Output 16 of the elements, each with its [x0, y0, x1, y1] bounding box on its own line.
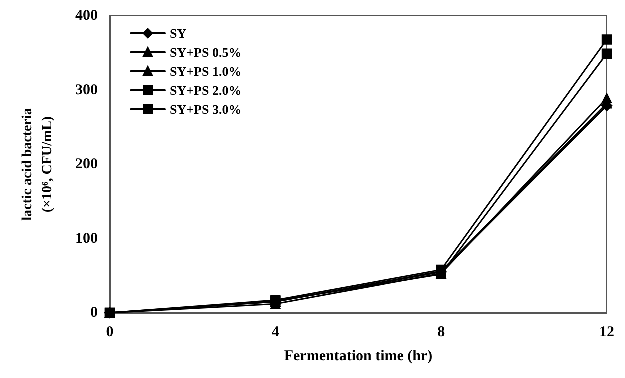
- y-axis-title: lactic acid bacteria (×10⁶, CFU/mL): [20, 108, 56, 221]
- legend-label: SY: [170, 26, 188, 41]
- y-tick-label: 100: [76, 230, 98, 247]
- x-tick-label: 8: [438, 324, 446, 340]
- x-tick-label: 12: [600, 324, 614, 340]
- legend-label: SY+PS 2.0%: [170, 83, 242, 98]
- y-tick-label: 200: [76, 156, 98, 172]
- legend-label: SY+PS 1.0%: [170, 64, 242, 79]
- legend-label: SY+PS 0.5%: [170, 45, 242, 60]
- y-tick-label: 400: [76, 8, 98, 24]
- x-tick-label: 0: [106, 324, 114, 340]
- x-axis-title: Fermentation time (hr): [284, 348, 433, 364]
- y-tick-label: 300: [76, 82, 98, 98]
- x-tick-label: 4: [272, 324, 280, 340]
- y-tick-label: 0: [90, 305, 98, 321]
- legend-label: SY+PS 3.0%: [170, 102, 242, 117]
